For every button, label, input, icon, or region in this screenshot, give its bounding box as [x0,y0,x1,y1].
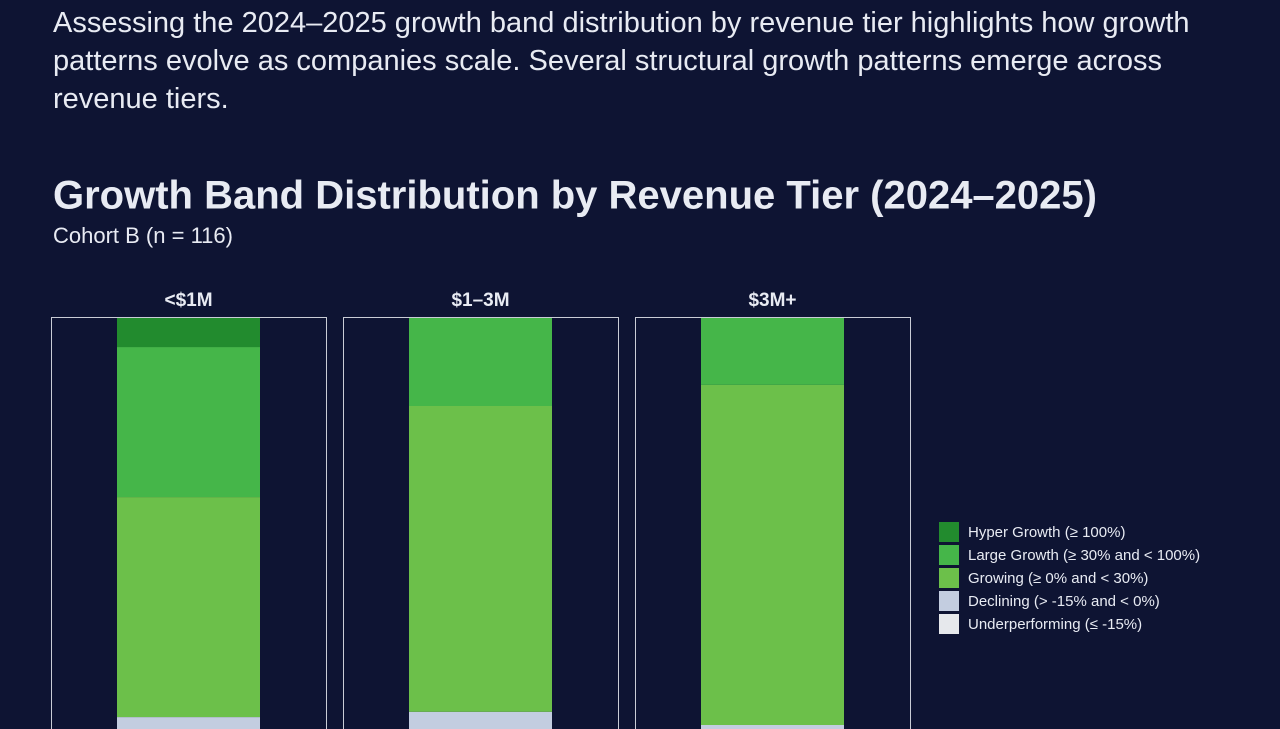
bar-segment [701,318,844,385]
legend-label: Large Growth (≥ 30% and < 100%) [968,547,1200,564]
panel-frame [51,317,327,729]
legend-swatch [939,522,959,542]
panel-frame [635,317,911,729]
bar-segment [117,497,260,718]
bar-segment [117,318,260,348]
legend-swatch [939,614,959,634]
bar-segment [117,717,260,729]
legend-swatch [939,591,959,611]
bar-segment [701,725,844,729]
intro-text: Assessing the 2024–2025 growth band dist… [53,7,1190,115]
panel-title: $3M+ [748,290,796,311]
panel-title: $1–3M [451,290,509,311]
panel-frame [343,317,619,729]
legend-label: Declining (> -15% and < 0%) [968,593,1160,610]
panel-title: <$1M [164,290,212,311]
bar-segment [409,406,552,712]
legend-swatch [939,545,959,565]
chart-subtitle: Cohort B (n = 116) [53,223,233,248]
bar-segment [409,711,552,729]
bar-segment [701,384,844,725]
legend-label: Growing (≥ 0% and < 30%) [968,570,1148,587]
legend-label: Hyper Growth (≥ 100%) [968,524,1125,541]
legend-swatch [939,568,959,588]
chart-title: Growth Band Distribution by Revenue Tier… [53,174,1097,218]
bar-segment [117,347,260,498]
legend-label: Underperforming (≤ -15%) [968,616,1142,633]
bar-segment [409,318,552,406]
